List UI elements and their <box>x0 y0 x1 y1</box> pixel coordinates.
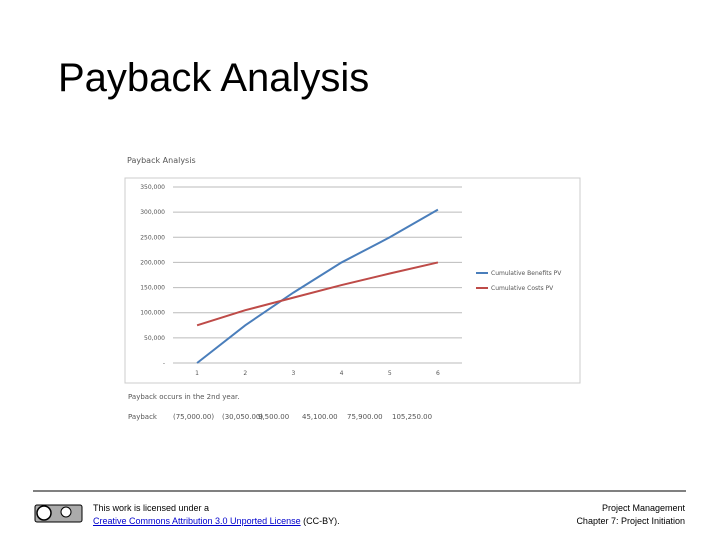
x-tick-label: 4 <box>340 370 344 377</box>
y-tick-label: 250,000 <box>140 234 165 241</box>
license-line: Creative Commons Attribution 3.0 Unporte… <box>93 515 340 528</box>
license-text: This work is licensed under a Creative C… <box>93 502 340 528</box>
cc-icon <box>34 504 83 523</box>
course: Project Management <box>601 503 685 513</box>
x-tick-label: 5 <box>388 370 392 377</box>
payback-label: Payback <box>128 413 158 421</box>
slide-title: Payback Analysis <box>58 56 370 100</box>
license-suffix: (CC-BY). <box>300 516 340 526</box>
payback-cell: 105,250.00 <box>392 413 432 421</box>
payback-cell: 75,900.00 <box>347 413 383 421</box>
x-tick-label: 3 <box>292 370 296 377</box>
y-tick-label: 150,000 <box>140 285 165 292</box>
chart-frame <box>124 177 581 384</box>
payback-cell: 45,100.00 <box>302 413 338 421</box>
y-tick-label: 50,000 <box>144 335 165 342</box>
chart-title: Payback Analysis <box>127 156 196 165</box>
y-tick-label: 200,000 <box>140 259 165 266</box>
series-line <box>196 261 439 327</box>
y-tick-label: 300,000 <box>140 209 165 216</box>
payback-cell: (30,050.00) <box>222 413 263 421</box>
y-tick-label: - <box>163 360 165 367</box>
x-tick-label: 6 <box>436 370 440 377</box>
footer-right: Project Management Chapter 7: Project In… <box>576 502 685 528</box>
legend-label: Cumulative Benefits PV <box>491 270 562 277</box>
legend-label: Cumulative Costs PV <box>491 285 554 292</box>
payback-cell: 9,500.00 <box>258 413 289 421</box>
y-tick-label: 350,000 <box>140 184 165 191</box>
note: Payback occurs in the 2nd year. <box>128 393 239 401</box>
license-link[interactable]: Creative Commons Attribution 3.0 Unporte… <box>93 516 301 526</box>
payback-cell: (75,000.00) <box>173 413 214 421</box>
x-tick-label: 2 <box>243 370 247 377</box>
license-prefix: This work is licensed under a <box>93 503 210 513</box>
x-tick-label: 1 <box>195 370 199 377</box>
series-line <box>196 208 439 364</box>
y-tick-label: 100,000 <box>140 310 165 317</box>
chapter: Chapter 7: Project Initiation <box>576 516 685 526</box>
